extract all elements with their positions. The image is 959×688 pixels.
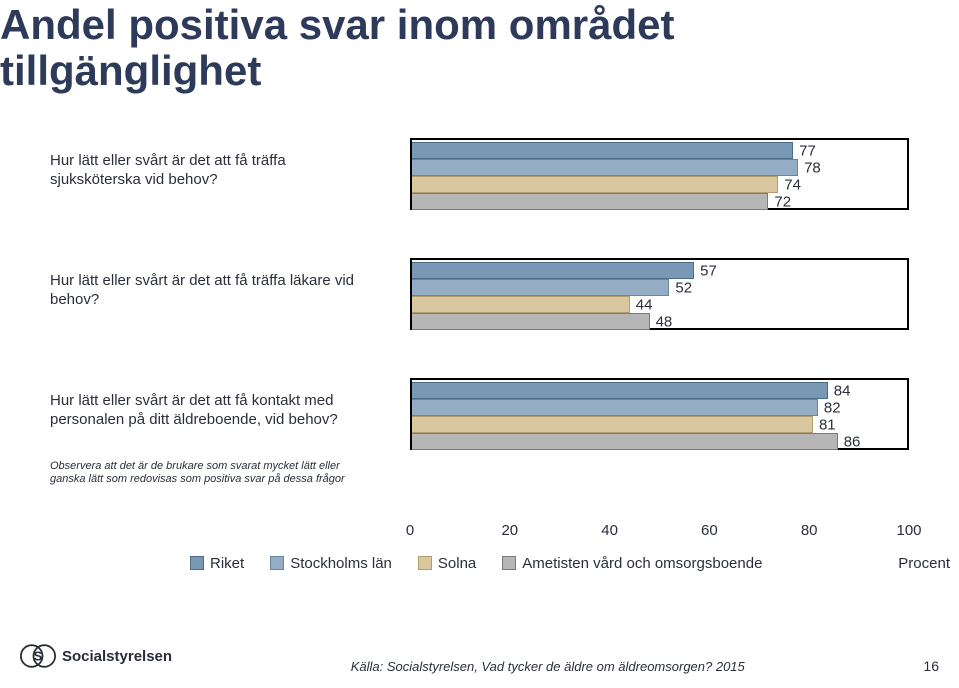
bar-slot: 78: [412, 159, 907, 176]
chart-area: Hur lätt eller svårt är det att få träff…: [50, 120, 909, 580]
plot: 77787472 57 52 4448 848281 86: [410, 120, 909, 520]
bar-slot: 82: [412, 399, 907, 416]
bar-slot: 86: [412, 433, 907, 450]
bar-slot: 74: [412, 176, 907, 193]
bar-group-2: 848281 86: [410, 378, 909, 450]
bar: [412, 296, 630, 313]
bar: [412, 313, 650, 330]
value-label: 52: [675, 279, 692, 296]
question-label-1: Hur lätt eller svårt är det att få träff…: [50, 272, 370, 310]
legend-item: Stockholms län: [270, 555, 392, 572]
bar: [412, 262, 694, 279]
value-label: 82: [824, 399, 841, 416]
legend-label: Riket: [210, 555, 244, 572]
logo-icon: S: [20, 638, 56, 674]
legend-swatch: [190, 556, 204, 570]
bar-slot: 77: [412, 142, 907, 159]
bar: [412, 279, 669, 296]
x-tick: 100: [896, 522, 921, 539]
legend: Riket Stockholms län Solna Ametisten vård o…: [190, 550, 950, 576]
value-label: 57: [700, 262, 717, 279]
legend-item: Riket: [190, 555, 244, 572]
x-tick: 20: [501, 522, 518, 539]
bar-group-1: 57 52 4448: [410, 258, 909, 330]
value-label: 44: [636, 296, 653, 313]
logo-text: Socialstyrelsen: [62, 648, 172, 665]
bar: [412, 433, 838, 450]
bar: [412, 399, 818, 416]
value-label: 81: [819, 416, 836, 433]
x-tick: 40: [601, 522, 618, 539]
page: Andel positiva svar inom området tillgän…: [0, 0, 959, 688]
bar-slot: 52: [412, 279, 907, 296]
value-label: 78: [804, 159, 821, 176]
x-tick: 80: [801, 522, 818, 539]
question-label-2: Hur lätt eller svårt är det att få konta…: [50, 392, 370, 430]
bar: [412, 382, 828, 399]
bar-slot: 84: [412, 382, 907, 399]
bar-group-0: 77787472: [410, 138, 909, 210]
footer: S Socialstyrelsen Källa: Socialstyrelsen…: [20, 634, 939, 674]
source-text: Källa: Socialstyrelsen, Vad tycker de äl…: [172, 659, 923, 674]
value-label: 86: [844, 433, 861, 450]
legend-swatch: [270, 556, 284, 570]
value-label: 77: [799, 142, 816, 159]
bar-slot: 48: [412, 313, 907, 330]
bar-slot: 81: [412, 416, 907, 433]
bar: [412, 142, 793, 159]
bar: [412, 159, 798, 176]
bar: [412, 193, 768, 210]
x-tick: 0: [406, 522, 414, 539]
value-label: 72: [774, 193, 791, 210]
value-label: 74: [784, 176, 801, 193]
bar: [412, 416, 813, 433]
svg-text:S: S: [34, 650, 42, 664]
value-label: 48: [656, 313, 673, 330]
legend-swatch: [502, 556, 516, 570]
value-label: 84: [834, 382, 851, 399]
page-number: 16: [923, 658, 939, 674]
axis-unit-label: Procent: [898, 555, 950, 572]
question-label-0: Hur lätt eller svårt är det att få träff…: [50, 152, 370, 190]
legend-item: Solna: [418, 555, 476, 572]
bar-slot: 72: [412, 193, 907, 210]
logo: S Socialstyrelsen: [20, 638, 172, 674]
bar-slot: 44: [412, 296, 907, 313]
legend-label: Stockholms län: [290, 555, 392, 572]
legend-label: Ametisten vård och omsorgsboende: [522, 555, 762, 572]
x-tick: 60: [701, 522, 718, 539]
legend-item: Ametisten vård och omsorgsboende: [502, 555, 762, 572]
bar: [412, 176, 778, 193]
legend-swatch: [418, 556, 432, 570]
chart-footnote: Observera att det är de brukare som svar…: [50, 460, 370, 485]
bar-slot: 57: [412, 262, 907, 279]
legend-label: Solna: [438, 555, 476, 572]
page-title: Andel positiva svar inom området tillgän…: [0, 2, 675, 94]
x-axis: 020406080100: [410, 520, 909, 545]
